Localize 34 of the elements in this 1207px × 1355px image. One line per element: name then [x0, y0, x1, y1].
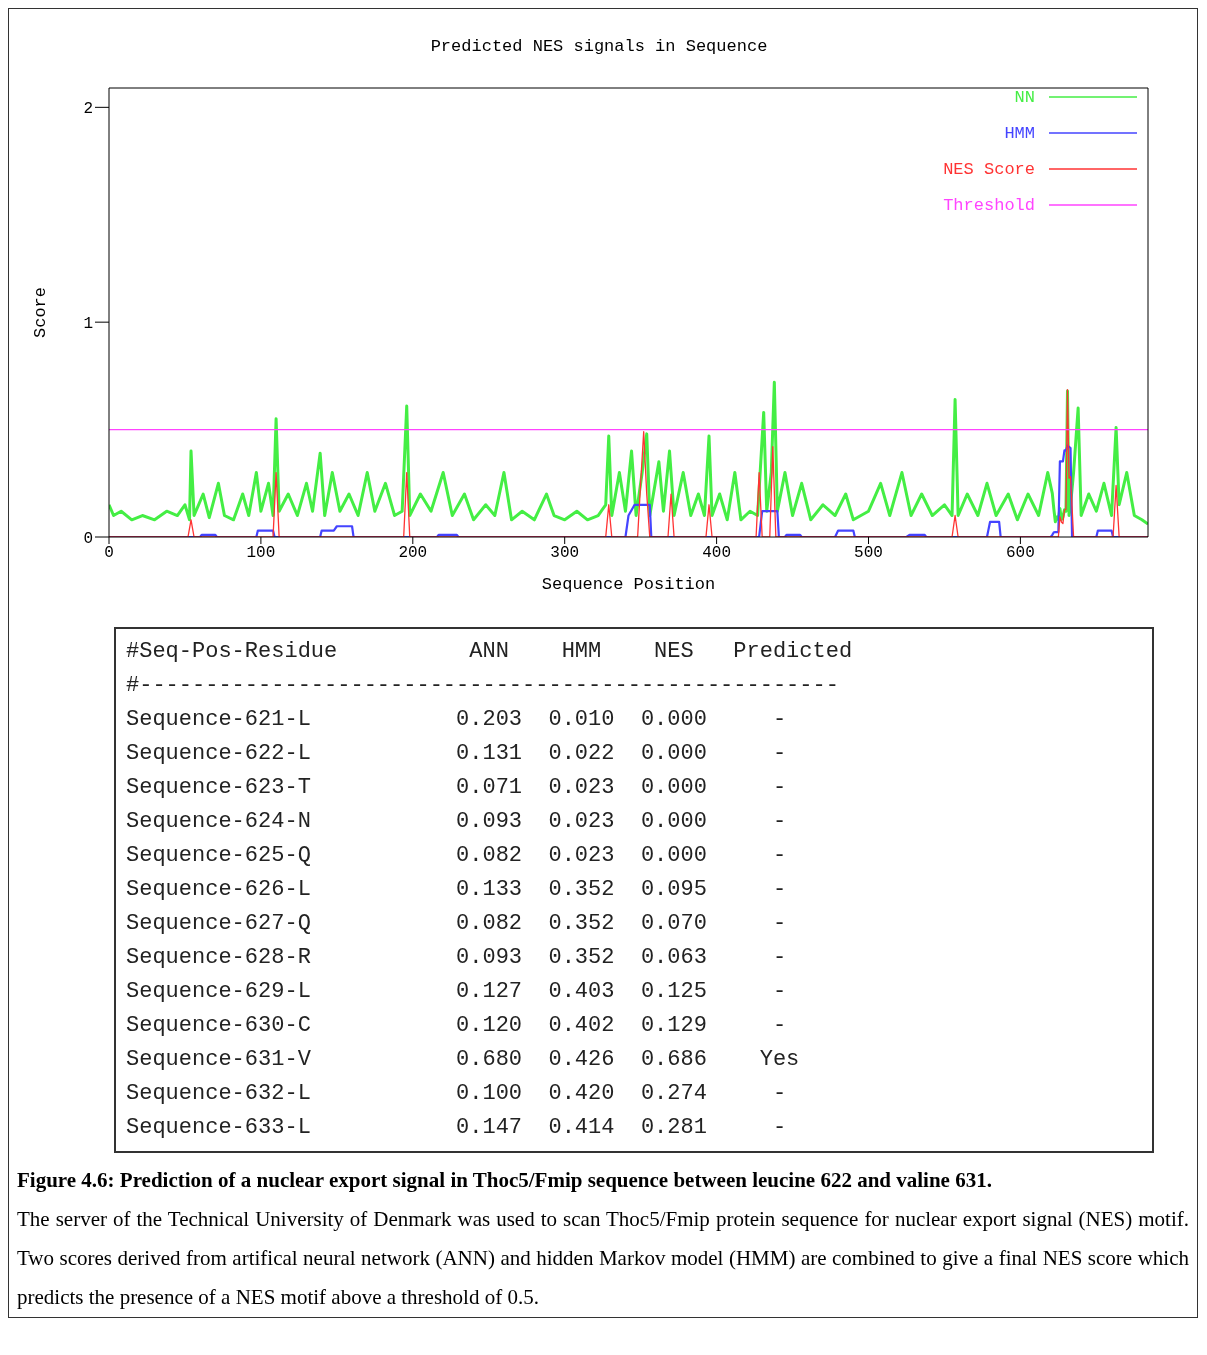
text: Sequence-633-L 0.147 0.414 0.281 - [126, 1114, 788, 1142]
x-tick-label: 0 [104, 544, 114, 563]
text: The server of the Technical University of Denmark was used to scan Thoc5/Fmip protein sequence for nuclear export signal (NES) motif. Two scores derived from artifical neural network (ANN) and hidden Markov model (HMM) are combined to give a final NES score which predicts the presence of a NES motif above a threshold of 0.5. [17, 1207, 1189, 1309]
y-tick-label: 1 [83, 314, 93, 333]
ref-line-label: Threshold [943, 195, 1035, 215]
x-tick-label: 100 [246, 544, 276, 563]
x-tick-label: 600 [1006, 544, 1035, 563]
text: Sequence-632-L 0.100 0.420 0.274 - [126, 1080, 788, 1108]
x-tick-label: 500 [854, 544, 883, 563]
text: #----------------------------------------------------- [126, 672, 840, 700]
text: HMM [1004, 123, 1035, 143]
text: Sequence-622-L 0.131 0.022 0.000 - [126, 740, 788, 768]
text: Sequence-630-C 0.120 0.402 0.129 - [126, 1012, 788, 1040]
text: Sequence-623-T 0.071 0.023 0.000 - [126, 774, 788, 802]
text: Sequence-624-N 0.093 0.023 0.000 - [126, 808, 788, 836]
text: NES Score [943, 159, 1035, 179]
x-tick-label: 300 [550, 544, 580, 563]
text: Sequence-621-L 0.203 0.010 0.000 - [126, 706, 788, 734]
text: #Seq-Pos-Residue ANN HMM NES Predicted [126, 638, 854, 666]
text: Sequence-625-Q 0.082 0.023 0.000 - [126, 842, 788, 870]
text: Sequence-631-V 0.680 0.426 0.686 Yes [126, 1046, 801, 1074]
text: Sequence-626-L 0.133 0.352 0.095 - [126, 876, 788, 904]
chart-title: Predicted NES signals in Sequence [429, 36, 769, 58]
text: Sequence-629-L 0.127 0.403 0.125 - [126, 978, 788, 1006]
x-tick-label: 200 [398, 544, 428, 563]
y-tick-label: 0 [83, 529, 93, 548]
text: Sequence-628-R 0.093 0.352 0.063 - [126, 944, 788, 972]
text: NN [1014, 87, 1035, 107]
y-tick-label: 2 [83, 100, 93, 119]
x-axis-title: Sequence Position [541, 575, 716, 594]
text: Sequence-627-Q 0.082 0.352 0.070 - [126, 910, 788, 938]
y-axis-title: Score [31, 286, 51, 339]
x-tick-label: 400 [702, 544, 732, 563]
caption: Figure 4.6: Prediction of a nuclear export signal in Thoc5/Fmip sequence between leucine 622 and valine 631. [17, 1167, 993, 1194]
